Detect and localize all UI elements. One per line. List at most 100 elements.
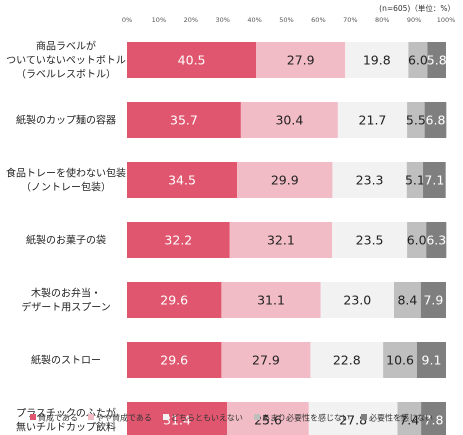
bar-segment bbox=[229, 222, 333, 258]
data-label: 29.6 bbox=[160, 293, 188, 308]
bar-segment bbox=[407, 102, 425, 138]
data-label: 22.8 bbox=[333, 353, 361, 368]
data-label: 35.7 bbox=[170, 113, 198, 128]
data-label: 7.4 bbox=[399, 413, 419, 428]
data-label: 31.1 bbox=[257, 293, 285, 308]
x-tick-label: 10% bbox=[152, 16, 166, 24]
bar-segment bbox=[416, 342, 446, 378]
data-label: 30.4 bbox=[275, 113, 303, 128]
bar-segment bbox=[427, 42, 446, 78]
category-label: 食品トレーを使わない包装 bbox=[6, 167, 126, 180]
x-tick-label: 80% bbox=[375, 16, 389, 24]
x-tick-label: 100% bbox=[437, 16, 456, 24]
data-label: 7.1 bbox=[424, 173, 444, 188]
bar-segment bbox=[308, 402, 398, 435]
data-label: 23.3 bbox=[356, 173, 384, 188]
data-label: 7.9 bbox=[423, 293, 443, 308]
sample-size-note: (n=605)（単位：%） bbox=[379, 3, 455, 13]
bar-segment bbox=[127, 42, 257, 78]
legend: 賛成である やや賛成である どちらともいえない あまり必要性を感じない 必要性を感じない bbox=[30, 413, 433, 423]
bar-segment bbox=[332, 162, 407, 198]
data-label: 32.1 bbox=[267, 233, 295, 248]
data-label: 34.5 bbox=[168, 173, 196, 188]
bar-segment bbox=[127, 282, 222, 318]
legend-swatch bbox=[88, 414, 94, 420]
legend-swatch bbox=[254, 414, 260, 420]
data-label: 23.5 bbox=[356, 233, 384, 248]
data-label: 9.1 bbox=[422, 353, 442, 368]
data-label: 8.4 bbox=[397, 293, 417, 308]
data-label: 10.6 bbox=[386, 353, 414, 368]
legend-swatch bbox=[163, 414, 169, 420]
bar-segment bbox=[320, 282, 395, 318]
bar-segment bbox=[221, 282, 321, 318]
legend-label: 賛成である bbox=[38, 413, 78, 423]
category-label: 紙製のお菓子の袋 bbox=[26, 234, 106, 247]
bar-segment bbox=[332, 222, 408, 258]
bar-segment bbox=[408, 42, 428, 78]
bar-segment bbox=[383, 342, 417, 378]
x-tick-label: 70% bbox=[343, 16, 357, 24]
data-label: 5.5 bbox=[406, 113, 426, 128]
category-label: 商品ラベルが bbox=[36, 40, 96, 53]
x-tick-label: 90% bbox=[407, 16, 421, 24]
category-label: （ノントレー包装） bbox=[21, 181, 111, 194]
legend-swatch bbox=[30, 414, 36, 420]
x-tick-label: 0% bbox=[122, 16, 132, 24]
data-label: 6.0 bbox=[408, 53, 428, 68]
bar-segment bbox=[407, 222, 427, 258]
data-label: 40.5 bbox=[178, 53, 206, 68]
data-label: 27.9 bbox=[287, 53, 315, 68]
bar-segment bbox=[423, 162, 446, 198]
data-label: 6.3 bbox=[426, 233, 446, 248]
data-label: 32.2 bbox=[164, 233, 192, 248]
bar-segment bbox=[221, 342, 311, 378]
bar-segment bbox=[420, 282, 446, 318]
x-tick-label: 40% bbox=[247, 16, 261, 24]
bar-segment bbox=[406, 162, 424, 198]
bar-segment bbox=[397, 402, 422, 435]
bar-segment bbox=[127, 222, 230, 258]
category-label: 木製のお弁当・ bbox=[31, 287, 101, 300]
category-label: 紙製のストロー bbox=[31, 354, 101, 367]
legend-swatch bbox=[361, 414, 367, 420]
bar-segment bbox=[310, 342, 384, 378]
x-tick-label: 30% bbox=[215, 16, 229, 24]
bar-segment bbox=[345, 42, 409, 78]
bar-segment bbox=[337, 102, 408, 138]
data-label: 27.9 bbox=[252, 353, 280, 368]
x-tick-label: 60% bbox=[311, 16, 325, 24]
bar-segment bbox=[127, 162, 238, 198]
data-label: 31.4 bbox=[163, 413, 191, 428]
category-label: ついていないペットボトル bbox=[6, 55, 126, 67]
legend-label: やや賛成である bbox=[96, 413, 152, 423]
data-label: 7.8 bbox=[424, 413, 444, 428]
bar-segments: 40.5 27.9 19.8 6.05.8 35.7 30.4 21.7 5.5 6.8 34.5… bbox=[127, 42, 447, 435]
category-label: 紙製のカップ麺の容器 bbox=[16, 114, 116, 127]
category-label: 無いチルドカップ飲料 bbox=[16, 421, 116, 434]
bar-segment bbox=[127, 102, 241, 138]
data-label: 5.8 bbox=[427, 53, 447, 68]
data-label: 21.7 bbox=[359, 113, 387, 128]
legend-label: どちらともいえない bbox=[171, 414, 243, 423]
data-label: 29.6 bbox=[160, 353, 188, 368]
bar-segment bbox=[421, 402, 446, 435]
x-tick-label: 50% bbox=[279, 16, 293, 24]
bar-segment bbox=[256, 42, 346, 78]
data-label: 6.8 bbox=[426, 113, 446, 128]
category-label: デザート用スプーン bbox=[21, 301, 111, 314]
data-label: 25.6 bbox=[254, 413, 282, 428]
bar-segment bbox=[227, 402, 309, 435]
data-label: 23.0 bbox=[343, 293, 371, 308]
data-label: 19.8 bbox=[363, 53, 391, 68]
bar-segment bbox=[240, 102, 338, 138]
data-label: 29.9 bbox=[271, 173, 299, 188]
x-axis-ticks: 0% 10% 20% 30% 40% 50% 60% 70% 80% 90% 100% bbox=[122, 16, 455, 24]
data-label: 27.8 bbox=[339, 413, 367, 428]
data-label: 5.1 bbox=[405, 173, 425, 188]
bar-segment bbox=[127, 402, 228, 435]
legend-label: あまり必要性を感じない bbox=[262, 413, 350, 423]
bar-segment bbox=[394, 282, 421, 318]
bar-segment bbox=[426, 222, 447, 258]
